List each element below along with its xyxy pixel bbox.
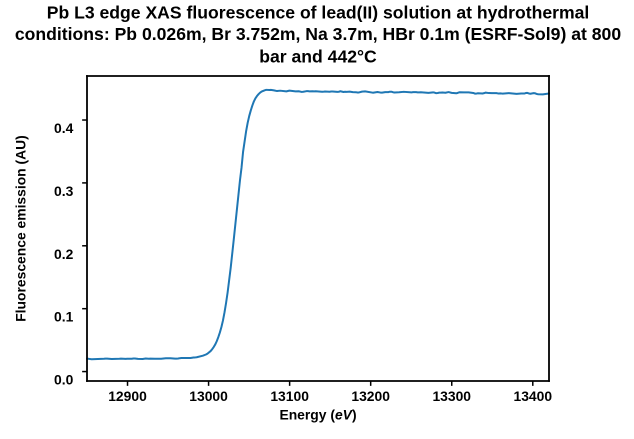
svg-text:13000: 13000 <box>189 388 228 404</box>
svg-text:12900: 12900 <box>108 388 147 404</box>
svg-text:0.1: 0.1 <box>54 309 74 325</box>
svg-text:0.0: 0.0 <box>54 372 74 388</box>
svg-text:13300: 13300 <box>432 388 471 404</box>
svg-text:Energy (eV): Energy (eV) <box>279 406 356 422</box>
svg-text:bar and 442°C: bar and 442°C <box>259 47 377 67</box>
svg-text:13400: 13400 <box>513 388 552 404</box>
svg-text:Fluorescence emission (AU): Fluorescence emission (AU) <box>13 135 29 322</box>
svg-text:conditions: Pb 0.026m, Br 3.75: conditions: Pb 0.026m, Br 3.752m, Na 3.7… <box>15 24 621 44</box>
svg-text:13100: 13100 <box>270 388 309 404</box>
svg-text:0.2: 0.2 <box>54 246 74 262</box>
svg-text:13200: 13200 <box>351 388 390 404</box>
svg-text:0.3: 0.3 <box>54 183 74 199</box>
svg-text:0.4: 0.4 <box>54 120 74 136</box>
svg-text:Pb L3 edge XAS fluorescence of: Pb L3 edge XAS fluorescence of lead(II) … <box>47 2 590 22</box>
